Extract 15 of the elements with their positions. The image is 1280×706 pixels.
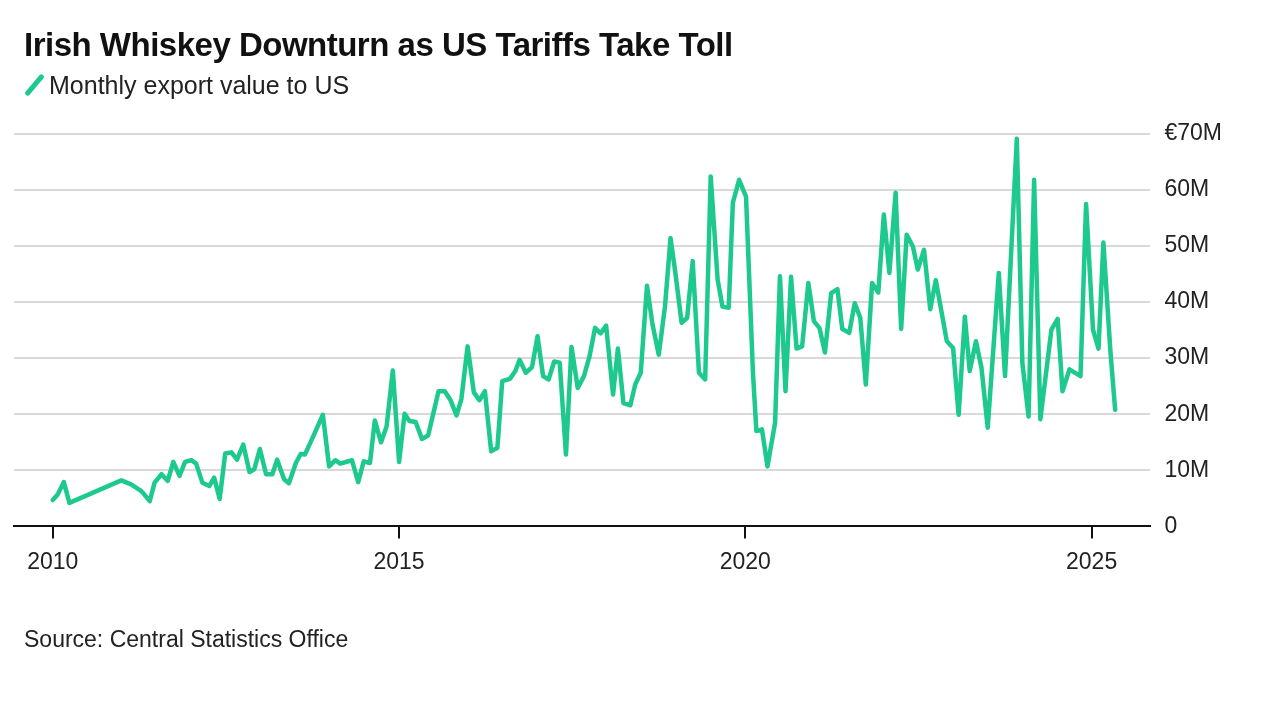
y-tick-label: €70M <box>1164 119 1223 146</box>
x-tick-label: 2020 <box>719 547 771 574</box>
y-tick-label: 20M <box>1164 399 1210 426</box>
y-tick-label: 30M <box>1164 343 1210 370</box>
legend-label: Monthly export value to US <box>49 70 350 100</box>
y-tick-label: 0 <box>1164 511 1178 538</box>
chart-title: Irish Whiskey Downturn as US Tariffs Take Toll <box>23 25 734 65</box>
y-tick-label: 50M <box>1164 231 1210 258</box>
x-tick-label: 2025 <box>1066 547 1118 574</box>
y-tick-label: 60M <box>1164 175 1210 202</box>
x-tick-label: 2015 <box>373 547 425 574</box>
y-tick-label: 10M <box>1164 455 1210 482</box>
x-tick-label: 2010 <box>27 547 79 574</box>
source-note: Source: Central Statistics Office <box>23 625 350 653</box>
y-tick-label: 40M <box>1164 287 1210 314</box>
